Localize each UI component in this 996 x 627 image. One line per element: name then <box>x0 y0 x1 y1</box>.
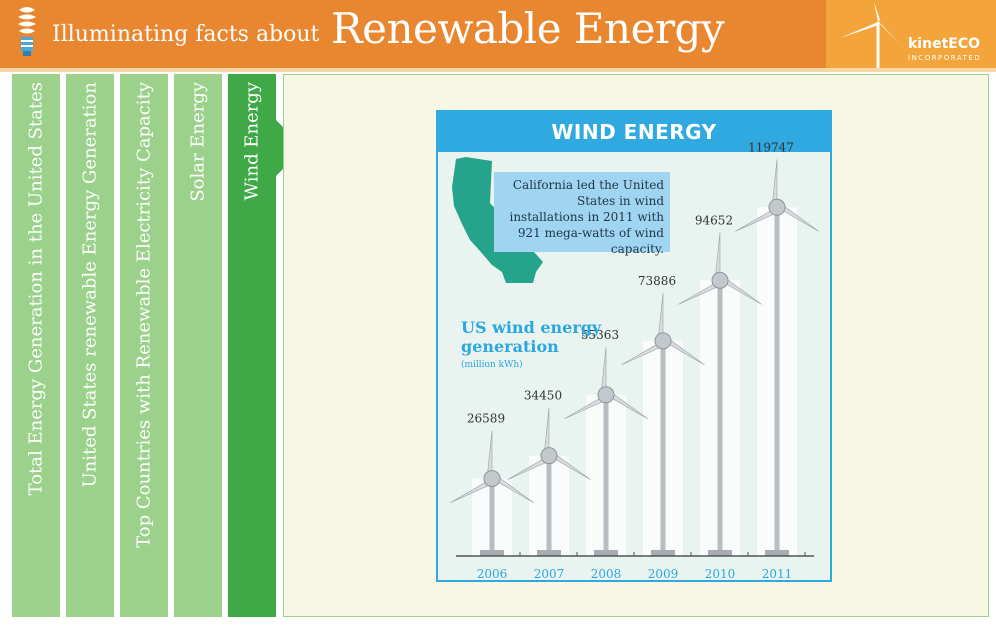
turbine-tower <box>717 280 723 556</box>
data-label: 26589 <box>467 412 505 426</box>
x-tick-label: 2007 <box>534 567 565 581</box>
turbine-hub <box>597 386 615 404</box>
tab-solar-energy[interactable]: Solar Energy <box>174 74 222 617</box>
logo-subtitle: INCORPORATED <box>908 54 982 62</box>
logo-name: kinetECO <box>908 36 981 52</box>
chart-subtitle: US wind energy generation <box>461 318 602 356</box>
header-divider <box>0 68 996 72</box>
turbine-tower <box>774 207 780 556</box>
california-annotation: California led the United States in wind… <box>494 172 670 256</box>
data-label: 94652 <box>695 213 733 227</box>
turbine-tower <box>603 394 609 556</box>
tab-top-countries[interactable]: Top Countries with Renewable Electricity… <box>120 74 168 617</box>
tab-wind-energy[interactable]: Wind Energy <box>228 74 276 617</box>
light-bulb-icon <box>18 7 36 56</box>
turbine-base <box>765 550 789 556</box>
data-label: 119747 <box>748 140 794 154</box>
turbine-base <box>537 550 561 556</box>
tab-us-renewable-generation[interactable]: United States renewable Energy Generatio… <box>66 74 114 617</box>
turbine-hub <box>483 470 501 488</box>
turbine-base <box>594 550 618 556</box>
tab-total-energy-generation[interactable]: Total Energy Generation in the United St… <box>12 74 60 617</box>
turbine-hub <box>768 198 786 216</box>
chart-title: WIND ENERGY <box>551 120 717 144</box>
x-tick-label: 2010 <box>705 567 736 581</box>
logo-area <box>826 0 996 68</box>
header-bar: Illuminating facts about Renewable Energ… <box>0 0 996 68</box>
data-label: 55363 <box>581 328 619 342</box>
data-label: 73886 <box>638 274 676 288</box>
turbine-tower <box>489 478 495 556</box>
chart-title-bar: WIND ENERGY <box>438 112 830 152</box>
x-tick-label: 2008 <box>591 567 622 581</box>
x-tick-label: 2011 <box>762 567 793 581</box>
turbine-base <box>708 550 732 556</box>
turbine-base <box>480 550 504 556</box>
turbine-tower <box>660 340 666 556</box>
chart-unit: (million kWh) <box>461 360 523 370</box>
x-tick-label: 2006 <box>477 567 508 581</box>
data-label: 34450 <box>524 389 562 403</box>
page-title: Renewable Energy <box>331 4 725 53</box>
logo-turbine-icon <box>826 0 996 68</box>
turbine-hub <box>654 332 672 350</box>
turbine-hub <box>711 271 729 289</box>
turbine-tower <box>546 455 552 556</box>
turbine-base <box>651 550 675 556</box>
x-tick-label: 2009 <box>648 567 679 581</box>
turbine-hub <box>540 447 558 465</box>
header-subtitle: Illuminating facts about <box>52 22 320 47</box>
